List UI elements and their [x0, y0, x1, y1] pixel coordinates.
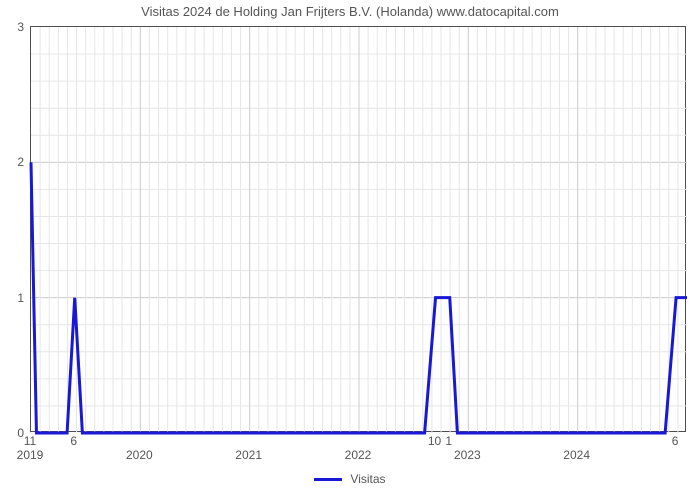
legend-swatch	[314, 478, 342, 481]
point-label: 1	[445, 434, 452, 448]
y-tick-label: 2	[0, 155, 24, 169]
point-label: 11	[24, 434, 36, 448]
y-tick-label: 1	[0, 291, 24, 305]
legend: Visitas	[0, 472, 700, 486]
x-tick-label: 2024	[547, 448, 607, 462]
x-tick-label: 2021	[219, 448, 279, 462]
plot-area	[30, 26, 686, 432]
x-tick-label: 2022	[328, 448, 388, 462]
x-tick-label: 2023	[437, 448, 497, 462]
plot-svg	[31, 27, 687, 433]
point-label: 6	[70, 434, 77, 448]
chart-container: Visitas 2024 de Holding Jan Frijters B.V…	[0, 0, 700, 500]
point-label: 6	[672, 434, 679, 448]
chart-title: Visitas 2024 de Holding Jan Frijters B.V…	[0, 4, 700, 19]
x-tick-label: 2020	[109, 448, 169, 462]
x-tick-label: 2019	[0, 448, 60, 462]
y-tick-label: 3	[0, 20, 24, 34]
y-tick-label: 0	[0, 426, 24, 440]
point-label: 10	[428, 434, 441, 448]
legend-label: Visitas	[350, 472, 385, 486]
